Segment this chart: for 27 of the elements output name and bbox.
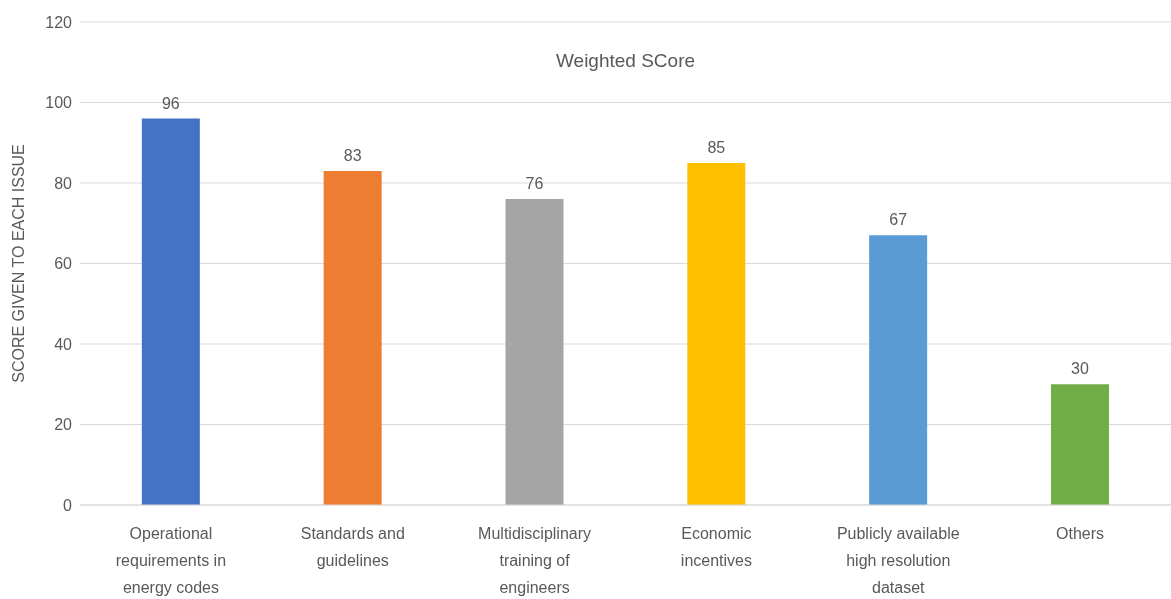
bar xyxy=(141,118,200,505)
data-label: 83 xyxy=(343,146,362,164)
text: Weighted SCore xyxy=(554,50,697,72)
x-tick-label: Others xyxy=(1056,525,1105,542)
y-tick-label: 40 xyxy=(54,335,73,353)
y-tick-label: 80 xyxy=(54,174,73,192)
data-label: 76 xyxy=(525,175,544,193)
x-tick-label: Multidisciplinary training of engineers xyxy=(478,525,592,596)
bar xyxy=(505,199,564,505)
x-tick-label: Standards and guidelines xyxy=(300,525,405,569)
x-tick-label: Operational requirements in energy codes xyxy=(115,525,227,596)
y-tick-label: 20 xyxy=(54,416,73,434)
y-axis-title: SCORE GIVEN TO EACH ISSUE xyxy=(9,144,27,383)
data-label: 96 xyxy=(161,94,180,112)
bar xyxy=(869,235,928,505)
data-label: 67 xyxy=(889,211,908,229)
bar xyxy=(1050,384,1109,505)
data-label: 85 xyxy=(707,138,726,156)
x-tick-label: Publicly available high resolution dataset xyxy=(836,525,960,596)
y-tick-label: 100 xyxy=(45,94,73,112)
data-label: 30 xyxy=(1071,360,1089,378)
bar xyxy=(687,162,746,505)
y-tick-label: 60 xyxy=(54,255,73,273)
bar xyxy=(323,170,382,505)
x-tick-label: Economic incentives xyxy=(680,525,752,569)
y-tick-label: 120 xyxy=(45,13,73,31)
y-tick-label: 0 xyxy=(63,496,73,514)
